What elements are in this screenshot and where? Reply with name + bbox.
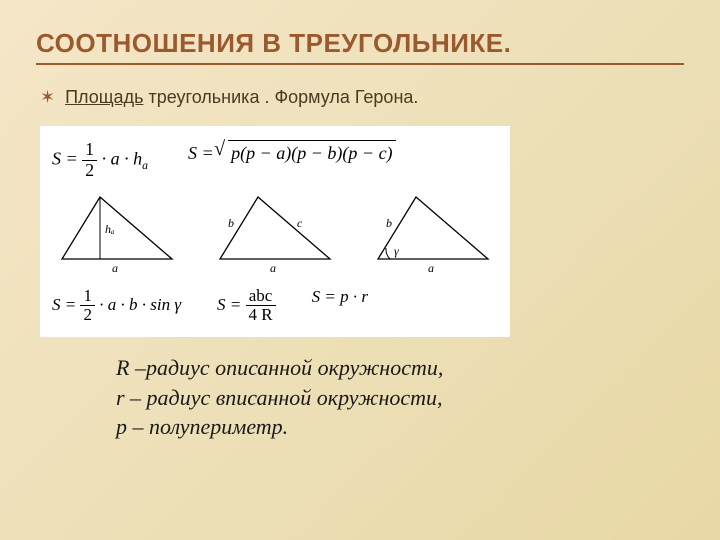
formula-circumradius: S = abc4 R [217,287,276,325]
svg-text:a: a [112,261,118,275]
formula-heron: S = p(p − a)(p − b)(p − c) [188,140,396,181]
def-R: R –радиус описанной окружности, [116,353,684,383]
svg-text:γ: γ [394,244,399,258]
figure-panel: S = 12 · a · ha S = p(p − a)(p − b)(p − … [40,126,510,337]
svg-text:a: a [428,261,434,275]
triangle-angle: b γ a [368,189,498,275]
bullet-line: ✶ Площадь треугольника . Формула Герона. [36,87,684,108]
formula-row-top: S = 12 · a · ha S = p(p − a)(p − b)(p − … [52,140,498,181]
formula-area-basic: S = 12 · a · ha [52,140,148,181]
svg-text:b: b [386,216,392,230]
triangles-row: hₐ a b c a b γ a [52,189,498,275]
bullet-rest: треугольника . Формула Герона. [143,87,418,107]
formula-sin: S = 12 · a · b · sin γ [52,287,181,325]
definitions-block: R –радиус описанной окружности, r – ради… [36,353,684,442]
svg-text:hₐ: hₐ [105,222,115,236]
def-r: r – радиус вписанной окружности, [116,383,684,413]
formula-inradius: S = p · r [312,287,368,325]
triangle-height: hₐ a [52,189,182,275]
svg-text:c: c [297,216,303,230]
bullet-text: Площадь треугольника . Формула Герона. [65,87,418,108]
svg-text:a: a [270,261,276,275]
bullet-icon: ✶ [40,87,55,108]
slide-title: СООТНОШЕНИЯ В ТРЕУГОЛЬНИКЕ. [36,28,684,65]
def-p: p – полупериметр. [116,412,684,442]
formula-row-bottom: S = 12 · a · b · sin γ S = abc4 R S = p … [52,287,498,325]
triangle-sides: b c a [210,189,340,275]
bullet-underlined: Площадь [65,87,143,107]
svg-text:b: b [228,216,234,230]
